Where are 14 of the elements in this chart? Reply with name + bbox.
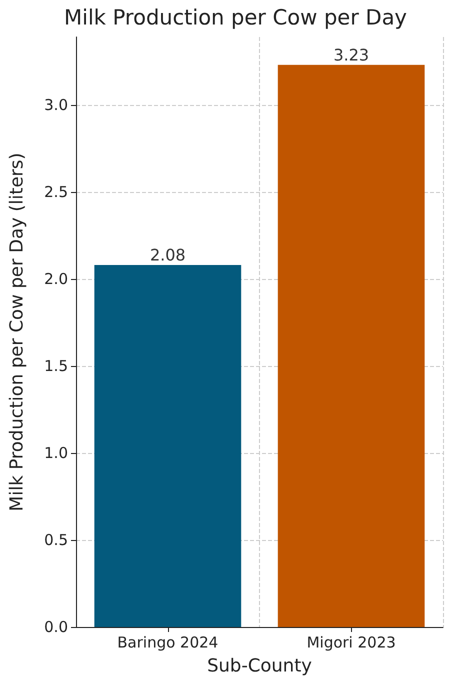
chart-title: Milk Production per Cow per Day <box>64 6 407 30</box>
x-tick-label: Baringo 2024 <box>117 634 218 652</box>
y-tick-label: 0.0 <box>44 618 68 636</box>
y-tick-label: 3.0 <box>44 96 68 114</box>
y-tick-label: 0.5 <box>44 530 68 549</box>
x-axis-title: Sub-County <box>207 656 312 676</box>
x-tick-label: Migori 2023 <box>306 634 396 652</box>
y-axis-title: Milk Production per Cow per Day (liters) <box>6 152 28 512</box>
data-label: 3.23 <box>333 45 370 64</box>
data-label: 2.08 <box>150 245 186 264</box>
y-tick-label: 2.0 <box>44 270 68 288</box>
y-tick-label: 1.5 <box>44 356 68 375</box>
y-tick-label: 2.5 <box>44 182 68 201</box>
y-tick-label: 1.0 <box>44 444 68 462</box>
